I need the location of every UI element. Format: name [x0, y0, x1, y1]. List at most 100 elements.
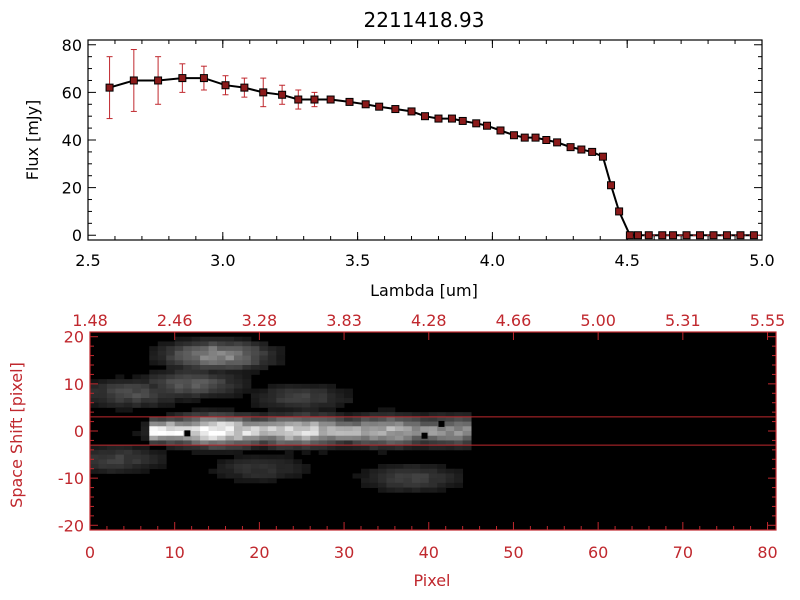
image-pixel: [284, 398, 294, 404]
image-pixel: [149, 431, 159, 437]
data-point: [695, 231, 704, 240]
image-pixel: [250, 478, 260, 484]
image-pixel: [267, 478, 277, 484]
image-pixel: [411, 435, 421, 441]
image-pixel: [140, 459, 150, 465]
data-point: [407, 107, 416, 116]
image-pixel: [394, 421, 404, 427]
image-pixel: [225, 355, 235, 361]
image-pixel: [327, 426, 337, 432]
image-pixel: [259, 346, 269, 352]
image-pixel: [259, 421, 269, 427]
image-pixel: [242, 365, 252, 371]
image-pixel: [132, 402, 142, 408]
image-pixel: [140, 445, 150, 451]
image-pixel: [454, 431, 464, 437]
image-pixel: [301, 435, 311, 441]
bottom-x-tick-label: 60: [588, 543, 608, 562]
data-point: [577, 145, 586, 154]
image-pixel: [191, 393, 201, 399]
image-pixel: [183, 374, 193, 380]
image-pixel: [369, 416, 379, 422]
image-pixel: [166, 393, 176, 399]
image-pixel: [174, 388, 184, 394]
data-point: [375, 102, 384, 111]
image-pixel: [140, 431, 150, 437]
image-pixel: [225, 426, 235, 432]
image-pixel: [318, 416, 328, 422]
image-pixel: [276, 416, 286, 422]
image-pixel: [335, 388, 345, 394]
image-pixel: [208, 379, 218, 385]
image-pixel: [259, 416, 269, 422]
image-pixel: [140, 426, 150, 432]
data-point: [278, 90, 287, 99]
spectrum-image: 0 10 20 30 40 50 60 70 80 1.48 2.46 3.28 3.83 4.28 4.6…: [58, 311, 785, 562]
image-pixel: [293, 407, 303, 413]
image-pixel: [445, 482, 455, 488]
image-pixel: [369, 478, 379, 484]
image-pixel: [394, 426, 404, 432]
bottom-y-tick-label: -10: [58, 469, 84, 488]
image-pixel: [420, 482, 430, 488]
bottom-x-tick-label: 50: [503, 543, 523, 562]
image-pixel: [301, 412, 311, 418]
image-pixel: [242, 388, 252, 394]
image-pixel: [217, 421, 226, 427]
image-pixel: [259, 440, 269, 446]
image-pixel: [377, 412, 387, 418]
image-pixel: [437, 416, 447, 422]
image-pixel: [174, 355, 184, 361]
image-pixel: [437, 468, 447, 474]
top-wavelength-tick-label: 3.83: [326, 311, 362, 330]
image-pixel: [318, 402, 328, 408]
image-pixel: [242, 346, 252, 352]
image-pixel: [276, 468, 286, 474]
image-pixel: [403, 416, 413, 422]
image-pixel: [217, 426, 226, 432]
image-pixel: [191, 350, 201, 356]
image-pixel: [445, 416, 455, 422]
image-pixel: [166, 355, 176, 361]
image-pixel: [411, 421, 421, 427]
image-pixel: [208, 416, 218, 422]
image-pixel: [386, 445, 396, 451]
top-x-tick-label: 2.5: [75, 251, 100, 270]
image-pixel: [166, 412, 176, 418]
image-pixel: [157, 341, 167, 347]
image-pixel: [157, 374, 167, 380]
image-pixel: [250, 431, 260, 437]
image-pixel: [132, 388, 142, 394]
image-pixel: [403, 421, 413, 427]
image-pixel: [217, 346, 226, 352]
image-pixel: [233, 365, 243, 371]
image-pixel: [276, 459, 286, 465]
image-pixel: [267, 468, 277, 474]
image-pixel: [233, 350, 243, 356]
image-pixel: [267, 464, 277, 470]
top-wavelength-tick-label: 2.46: [157, 311, 193, 330]
image-pixel: [208, 388, 218, 394]
image-pixel: [98, 379, 108, 385]
image-pixel: [217, 412, 226, 418]
bottom-y-tick-label: -20: [58, 516, 84, 535]
image-pixel: [208, 431, 218, 437]
image-pixel: [454, 440, 464, 446]
image-pixel: [106, 454, 116, 460]
image-pixel: [301, 445, 311, 451]
image-pixel: [233, 341, 243, 347]
image-pixel: [157, 393, 167, 399]
image-pixel: [217, 374, 226, 380]
image-pixel: [242, 445, 252, 451]
image-pixel: [394, 445, 404, 451]
image-pixel: [115, 374, 125, 380]
image-pixel: [327, 412, 337, 418]
data-point: [658, 231, 667, 240]
image-pixel: [166, 402, 176, 408]
image-pixel: [233, 473, 243, 479]
image-pixel: [335, 398, 345, 404]
image-pixel: [428, 478, 438, 484]
top-wavelength-tick-label: 5.00: [580, 311, 616, 330]
image-pixel: [225, 459, 235, 465]
image-pixel: [454, 468, 464, 474]
